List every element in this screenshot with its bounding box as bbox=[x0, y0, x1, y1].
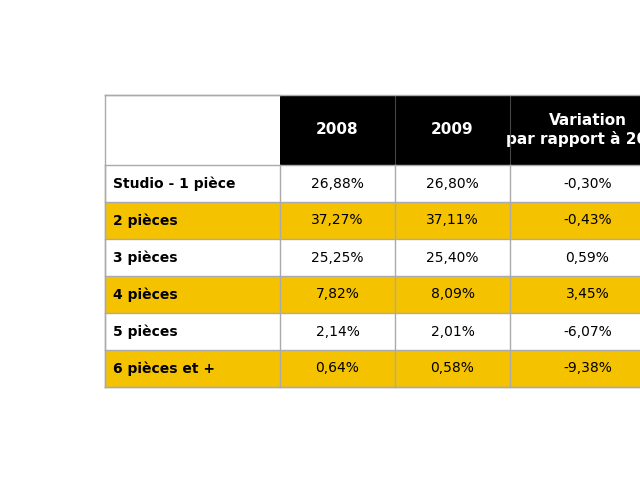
Bar bbox=[105, 165, 640, 202]
Text: 25,25%: 25,25% bbox=[311, 251, 364, 264]
Bar bbox=[280, 95, 640, 165]
Text: 26,80%: 26,80% bbox=[426, 177, 479, 191]
Text: 4 pièces: 4 pièces bbox=[113, 287, 178, 302]
Bar bbox=[105, 313, 640, 350]
Text: -0,30%: -0,30% bbox=[563, 177, 612, 191]
Bar bbox=[105, 350, 640, 387]
Text: Studio - 1 pièce: Studio - 1 pièce bbox=[113, 176, 236, 191]
Bar bbox=[105, 276, 640, 313]
Text: 2009: 2009 bbox=[431, 122, 474, 137]
Text: -9,38%: -9,38% bbox=[563, 361, 612, 375]
Text: 2 pièces: 2 pièces bbox=[113, 213, 178, 228]
Text: 6 pièces et +: 6 pièces et + bbox=[113, 361, 215, 376]
Text: 3 pièces: 3 pièces bbox=[113, 250, 177, 265]
Bar bbox=[105, 202, 640, 239]
Text: 2,01%: 2,01% bbox=[431, 324, 474, 338]
Bar bbox=[105, 239, 640, 276]
Text: 2,14%: 2,14% bbox=[316, 324, 360, 338]
Text: 3,45%: 3,45% bbox=[566, 288, 609, 301]
Text: 0,58%: 0,58% bbox=[431, 361, 474, 375]
Text: 0,59%: 0,59% bbox=[566, 251, 609, 264]
Text: 7,82%: 7,82% bbox=[316, 288, 360, 301]
Text: -6,07%: -6,07% bbox=[563, 324, 612, 338]
Text: 37,11%: 37,11% bbox=[426, 214, 479, 228]
Text: -0,43%: -0,43% bbox=[563, 214, 612, 228]
Text: 25,40%: 25,40% bbox=[426, 251, 479, 264]
Text: 37,27%: 37,27% bbox=[311, 214, 364, 228]
Text: 26,88%: 26,88% bbox=[311, 177, 364, 191]
Text: 0,64%: 0,64% bbox=[316, 361, 360, 375]
Text: 8,09%: 8,09% bbox=[431, 288, 474, 301]
Text: 5 pièces: 5 pièces bbox=[113, 324, 178, 339]
Text: 2008: 2008 bbox=[316, 122, 359, 137]
Text: Variation
par rapport à 2008: Variation par rapport à 2008 bbox=[506, 113, 640, 147]
